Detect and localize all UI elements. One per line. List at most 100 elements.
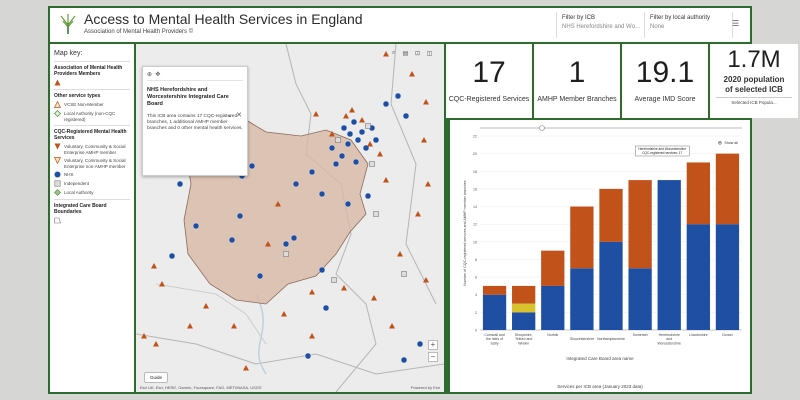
list-icon[interactable]: ▤	[402, 51, 409, 57]
bar-segment[interactable]	[715, 153, 740, 225]
vcse-marker[interactable]	[141, 333, 147, 339]
nhs-marker[interactable]	[308, 168, 316, 176]
vcse-marker[interactable]	[159, 281, 165, 287]
nhs-marker[interactable]	[322, 304, 330, 312]
independent-marker[interactable]	[331, 277, 337, 283]
nhs-marker[interactable]	[176, 180, 184, 188]
zoom-icon[interactable]: ⊕	[718, 141, 722, 147]
nhs-marker[interactable]	[292, 180, 300, 188]
bar-segment[interactable]	[482, 294, 507, 330]
vcse-marker[interactable]	[275, 201, 281, 207]
layers-icon[interactable]: ◫	[426, 51, 433, 57]
filter-local-authority[interactable]: Filter by local authority None	[650, 14, 710, 32]
independent-marker[interactable]	[373, 211, 379, 217]
nhs-marker[interactable]	[304, 352, 312, 360]
nhs-marker[interactable]	[352, 158, 360, 166]
nhs-marker[interactable]	[344, 140, 352, 148]
dock-icon[interactable]: ⌄	[227, 112, 233, 119]
bar-segment[interactable]	[512, 285, 536, 304]
bar-segment[interactable]	[482, 285, 507, 295]
vcse-marker[interactable]	[231, 323, 237, 329]
nhs-marker[interactable]	[328, 144, 336, 152]
filter-la-value[interactable]: None	[650, 24, 665, 30]
vcse-marker[interactable]	[371, 295, 377, 301]
close-icon[interactable]: ✕	[236, 112, 242, 119]
vcse-marker[interactable]	[409, 71, 415, 77]
nhs-marker[interactable]	[358, 128, 366, 136]
nhs-marker[interactable]	[350, 118, 358, 126]
bar-segment[interactable]	[686, 162, 710, 225]
vcse-marker[interactable]	[313, 111, 319, 117]
nhs-marker[interactable]	[394, 92, 402, 100]
bar-segment[interactable]	[541, 285, 565, 330]
vcse-marker[interactable]	[425, 181, 431, 187]
guide-button[interactable]: Guide	[144, 372, 169, 383]
independent-marker[interactable]	[401, 271, 407, 277]
bar-segment[interactable]	[715, 224, 740, 330]
vcse-marker[interactable]	[383, 177, 389, 183]
vcse-marker[interactable]	[389, 323, 395, 329]
vcse-marker[interactable]	[377, 151, 383, 157]
nhs-marker[interactable]	[236, 212, 244, 220]
vcse-marker[interactable]	[423, 277, 429, 283]
bar-segment[interactable]	[686, 224, 710, 330]
nhs-marker[interactable]	[248, 162, 256, 170]
vcse-marker[interactable]	[423, 99, 429, 105]
nhs-marker[interactable]	[318, 266, 326, 274]
bar-segment[interactable]	[599, 241, 623, 330]
nhs-marker[interactable]	[256, 272, 264, 280]
nhs-marker[interactable]	[290, 234, 298, 242]
filter-icb-value[interactable]: NHS Herefordshire and Worce...	[562, 24, 642, 30]
zoom-to-icon[interactable]: ⊕	[147, 72, 153, 78]
nhs-marker[interactable]	[382, 100, 390, 108]
bar-segment[interactable]	[541, 250, 565, 286]
vcse-marker[interactable]	[341, 285, 347, 291]
independent-marker[interactable]	[335, 137, 341, 143]
search-icon[interactable]: ⌕	[391, 50, 396, 56]
vcse-marker[interactable]	[367, 141, 373, 147]
nhs-marker[interactable]	[332, 160, 340, 168]
bar-segment[interactable]	[628, 180, 652, 269]
independent-marker[interactable]	[365, 123, 371, 129]
vcse-marker[interactable]	[309, 289, 315, 295]
vcse-marker[interactable]	[397, 251, 403, 257]
nhs-marker[interactable]	[318, 190, 326, 198]
vcse-marker[interactable]	[343, 113, 349, 119]
vcse-marker[interactable]	[421, 137, 427, 143]
vcse-marker[interactable]	[265, 241, 271, 247]
nhs-marker[interactable]	[400, 356, 408, 364]
bar-segment[interactable]	[657, 180, 681, 330]
filter-icb[interactable]: Filter by ICB NHS Herefordshire and Worc…	[562, 14, 642, 32]
slider-handle[interactable]	[539, 125, 545, 131]
vcse-marker[interactable]	[153, 341, 159, 347]
vcse-marker[interactable]	[151, 263, 157, 269]
nhs-marker[interactable]	[416, 340, 424, 348]
vcse-marker[interactable]	[187, 323, 193, 329]
nhs-marker[interactable]	[344, 200, 352, 208]
map-markers[interactable]	[141, 51, 431, 371]
nhs-marker[interactable]	[338, 152, 346, 160]
population-selector[interactable]: Selected ICB Popula...	[716, 97, 792, 105]
nhs-marker[interactable]	[402, 112, 410, 120]
bar-segment[interactable]	[570, 206, 594, 269]
move-icon[interactable]: ✥	[155, 72, 161, 78]
independent-marker[interactable]	[369, 161, 375, 167]
nhs-marker[interactable]	[346, 130, 354, 138]
vcse-marker[interactable]	[309, 333, 315, 339]
vcse-marker[interactable]	[349, 107, 355, 113]
independent-marker[interactable]	[283, 251, 289, 257]
show-all-button[interactable]: Show all	[724, 141, 738, 145]
bar-segment[interactable]	[628, 268, 652, 330]
zoom-in-button[interactable]: +	[428, 340, 438, 350]
bar-segment[interactable]	[570, 268, 594, 330]
vcse-marker[interactable]	[359, 117, 365, 123]
menu-icon[interactable]: ☰	[732, 19, 740, 28]
nhs-marker[interactable]	[228, 236, 236, 244]
nhs-marker[interactable]	[340, 124, 348, 132]
nhs-marker[interactable]	[364, 192, 372, 200]
map-panel[interactable]: ⌕ ▤ ⊡ ◫ ⊕ ✥ NHS Herefordshire and Worces…	[136, 44, 444, 392]
bar-segment[interactable]	[599, 188, 623, 242]
nhs-marker[interactable]	[354, 136, 362, 144]
vcse-marker[interactable]	[329, 131, 335, 137]
vcse-marker[interactable]	[383, 51, 389, 57]
